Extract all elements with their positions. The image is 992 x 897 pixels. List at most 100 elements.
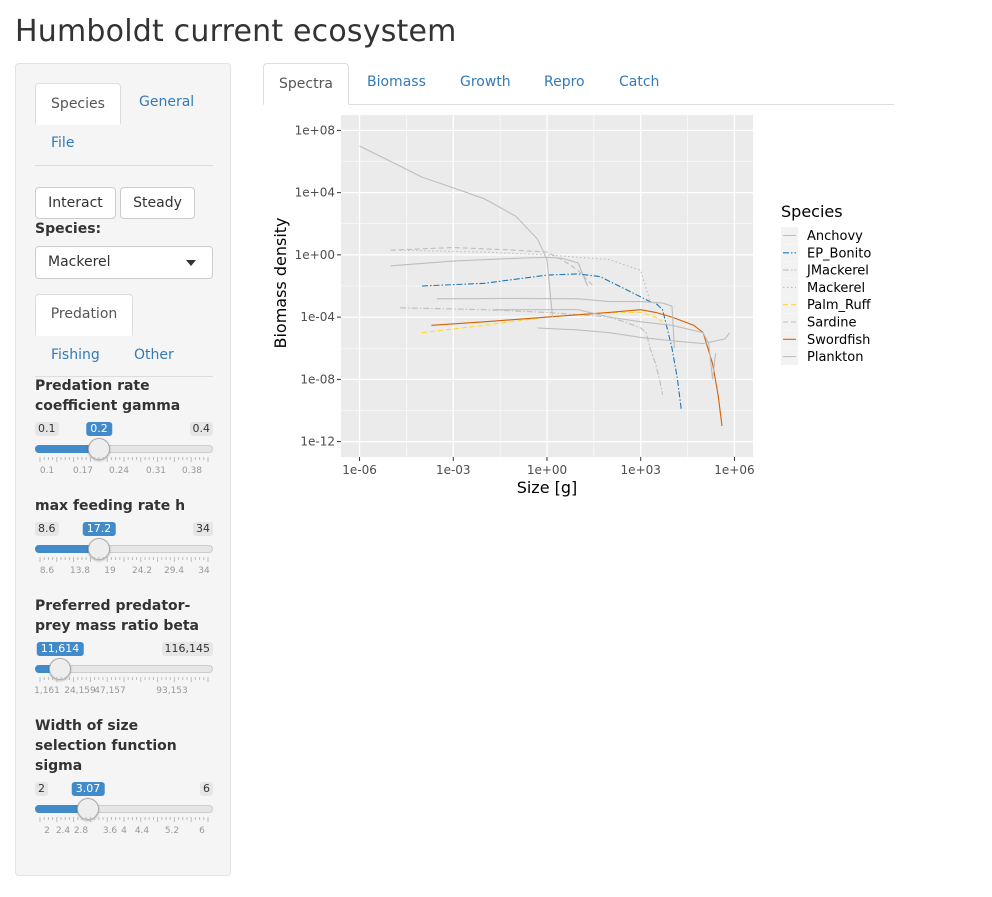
tab-growth[interactable]: Growth xyxy=(460,74,511,90)
slider-tick-label: 0.38 xyxy=(181,466,203,476)
slider-value-label: 3.07 xyxy=(71,782,105,796)
slider-tick-label: 4 xyxy=(121,826,127,836)
param-tabs: Predation Fishing Other xyxy=(35,294,213,377)
beta-label: Preferred predator-prey mass ratio beta xyxy=(35,598,199,634)
slider-max-label: 116,145 xyxy=(161,642,213,656)
slider-ticks xyxy=(39,817,209,822)
slider-tick-label: 5.2 xyxy=(164,826,180,836)
slider-tick-label: 6 xyxy=(199,826,205,836)
slider-tick-label: 0.24 xyxy=(108,466,130,476)
slider-value-label: 0.2 xyxy=(86,422,112,436)
tab-repro[interactable]: Repro xyxy=(544,74,585,90)
series-line xyxy=(390,256,589,287)
slider-tick-label: 0.1 xyxy=(39,466,55,476)
feeding-rate-label: max feeding rate h xyxy=(35,498,186,514)
tab-other[interactable]: Other xyxy=(134,347,174,363)
tab-biomass[interactable]: Biomass xyxy=(367,74,426,90)
y-tick-label: 1e+08 xyxy=(295,123,335,137)
legend-label: Mackerel xyxy=(807,281,865,296)
legend-label: Swordfish xyxy=(807,333,870,348)
slider-tick-label: 2.8 xyxy=(73,826,89,836)
slider-ticks xyxy=(39,557,209,562)
slider-tick-label: 93,153 xyxy=(156,686,188,696)
steady-button[interactable]: Steady xyxy=(120,187,195,219)
x-tick-label: 1e-06 xyxy=(342,463,377,477)
slider-max-label: 0.4 xyxy=(189,422,213,436)
slider-tick-label: 1,161 xyxy=(34,686,60,696)
beta-slider[interactable]: 116,145 11,614 1,161 24,159 47,157 93,153 xyxy=(34,642,213,702)
slider-ticks xyxy=(39,677,209,682)
legend-title: Species xyxy=(781,202,843,221)
y-tick-label: 1e-08 xyxy=(300,372,335,386)
slider-tick-label: 8.6 xyxy=(39,566,55,576)
app-title: Humboldt current ecosystem xyxy=(15,14,457,49)
legend-key xyxy=(781,244,798,262)
legend-label: JMackerel xyxy=(806,264,869,279)
interact-button[interactable]: Interact xyxy=(35,187,116,219)
tab-spectra[interactable]: Spectra xyxy=(263,63,349,105)
slider-tick-labels: 0.1 0.17 0.24 0.31 0.38 xyxy=(35,466,213,478)
series-line xyxy=(436,297,675,349)
series-line xyxy=(493,309,717,380)
legend-key xyxy=(781,296,798,314)
slider-handle[interactable] xyxy=(77,798,99,820)
legend-label: Anchovy xyxy=(807,229,863,244)
tab-fishing[interactable]: Fishing xyxy=(51,347,100,363)
slider-tick-label: 4.4 xyxy=(134,826,150,836)
x-tick-label: 1e+06 xyxy=(714,463,754,477)
tab-catch[interactable]: Catch xyxy=(619,74,660,90)
tab-predation[interactable]: Predation xyxy=(35,294,133,336)
series-line xyxy=(537,327,731,345)
slider-tick-labels: 2 2.4 2.8 3.6 4 4.4 5.2 6 xyxy=(35,826,213,838)
tab-file[interactable]: File xyxy=(51,135,75,151)
slider-handle[interactable] xyxy=(49,658,71,680)
slider-tick-label: 2.4 xyxy=(55,826,71,836)
series-line xyxy=(390,246,594,287)
sidebar-panel: Species General File Interact Steady Spe… xyxy=(15,63,231,876)
slider-tick-label: 24,159 xyxy=(64,686,96,696)
legend-label: Palm_Ruff xyxy=(807,298,872,313)
legend-label: Sardine xyxy=(807,316,856,331)
species-select[interactable]: Mackerel xyxy=(35,246,213,279)
slider-min-label: 8.6 xyxy=(35,522,59,536)
sigma-slider[interactable]: 2 6 3.07 2 2.4 2.8 3.6 4 4.4 5.2 6 xyxy=(35,782,213,842)
sigma-label: Width of size selection function sigma xyxy=(35,718,177,774)
slider-ticks xyxy=(39,457,209,462)
slider-value-label: 17.2 xyxy=(82,522,116,536)
y-tick-label: 1e+00 xyxy=(295,248,335,262)
chevron-down-icon xyxy=(186,260,196,266)
slider-tick-label: 0.31 xyxy=(145,466,167,476)
slider-value-label: 11,614 xyxy=(36,642,84,656)
slider-tick-label: 47,157 xyxy=(94,686,126,696)
legend-key xyxy=(781,313,798,331)
x-tick-label: 1e+00 xyxy=(527,463,567,477)
slider-max-label: 6 xyxy=(200,782,213,796)
legend-key xyxy=(781,261,798,279)
species-select-value: Mackerel xyxy=(48,254,111,270)
x-axis-label: Size [g] xyxy=(517,478,578,497)
series-line xyxy=(359,145,554,318)
slider-fill xyxy=(35,445,99,453)
slider-min-label: 0.1 xyxy=(35,422,59,436)
feeding-rate-slider[interactable]: 8.6 34 17.2 8.6 13.8 19 24.2 29.4 34 xyxy=(35,522,213,582)
series-line xyxy=(400,307,664,396)
slider-max-label: 34 xyxy=(193,522,213,536)
tab-species[interactable]: Species xyxy=(35,83,121,125)
y-tick-label: 1e-12 xyxy=(300,435,335,449)
species-label: Species: xyxy=(35,221,102,237)
slider-tick-label: 0.17 xyxy=(72,466,94,476)
tab-general[interactable]: General xyxy=(139,94,195,110)
slider-tick-label: 2 xyxy=(44,826,50,836)
y-axis-label: Biomass density xyxy=(271,217,290,348)
sidebar-tabs: Species General File xyxy=(35,83,213,166)
legend-key xyxy=(781,278,798,296)
x-tick-label: 1e+03 xyxy=(621,463,661,477)
series-line xyxy=(421,273,682,411)
y-tick-label: 1e+04 xyxy=(295,186,335,200)
slider-tick-label: 13.8 xyxy=(69,566,91,576)
slider-tick-label: 29.4 xyxy=(163,566,185,576)
slider-tick-labels: 8.6 13.8 19 24.2 29.4 34 xyxy=(35,566,213,578)
gamma-slider[interactable]: 0.1 0.4 0.2 0.1 0.17 0.24 0.31 0.38 xyxy=(35,422,213,482)
slider-tick-label: 34 xyxy=(198,566,210,576)
slider-fill xyxy=(35,665,60,673)
